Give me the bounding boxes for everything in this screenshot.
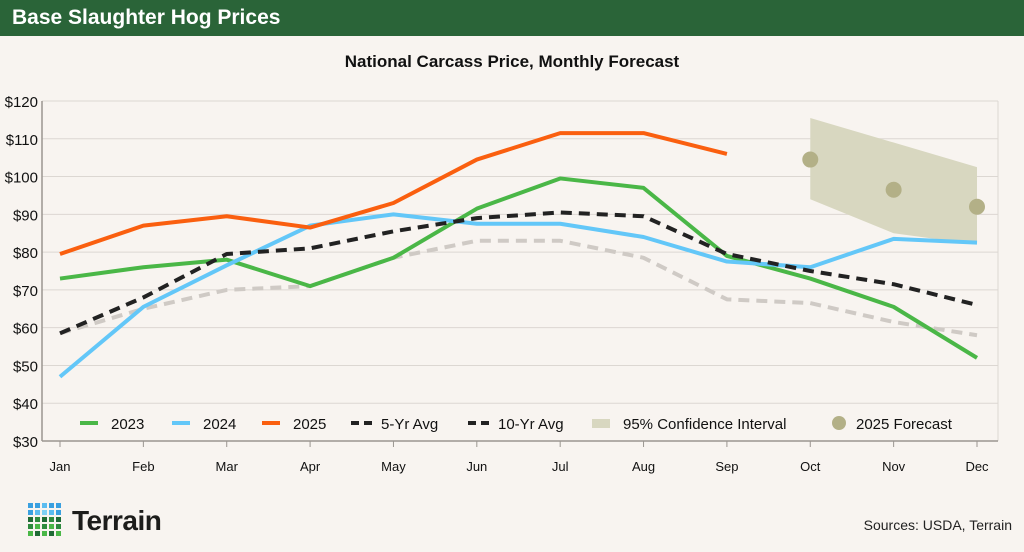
y-tick-label: $100 [5, 170, 38, 187]
x-tick-label: Mar [216, 459, 239, 474]
logo-square [42, 531, 47, 536]
logo-square [42, 517, 47, 522]
logo-square [49, 517, 54, 522]
page-title: Base Slaughter Hog Prices [12, 6, 281, 29]
logo-square [35, 517, 40, 522]
legend-item: 2023 [80, 416, 144, 433]
x-tick-label: Feb [132, 459, 154, 474]
legend-swatch [592, 419, 610, 428]
terrain-logo-icon [28, 503, 61, 536]
series-line-2024 [58, 212, 978, 379]
logo-square [49, 524, 54, 529]
logo-square [28, 524, 33, 529]
logo-square [28, 503, 33, 508]
logo-square [56, 510, 61, 515]
sources-note: Sources: USDA, Terrain [863, 517, 1012, 533]
y-tick-label: $50 [13, 358, 38, 375]
logo-square [42, 510, 47, 515]
x-tick-label: Aug [632, 459, 655, 474]
y-tick-label: $70 [13, 283, 38, 300]
y-tick-label: $40 [13, 396, 38, 413]
y-tick-label: $30 [13, 434, 38, 451]
logo-square [28, 510, 33, 515]
legend-swatch [832, 416, 846, 430]
y-tick-label: $60 [13, 321, 38, 338]
logo-square [35, 510, 40, 515]
logo-text: Terrain [72, 505, 162, 536]
legend-label: 5-Yr Avg [381, 416, 438, 433]
x-tick-label: Jun [466, 459, 487, 474]
logo-square [56, 524, 61, 529]
y-tick-label: $80 [13, 245, 38, 262]
x-tick-label: Dec [965, 459, 989, 474]
logo-square [35, 531, 40, 536]
y-tick-label: $90 [13, 207, 38, 224]
logo-square [49, 510, 54, 515]
legend-item: 2025 Forecast [832, 416, 953, 433]
series-line-10-yr-avg [59, 238, 978, 338]
legend-item: 10-Yr Avg [468, 416, 564, 433]
forecast-point [802, 151, 819, 168]
y-tick-label: $110 [6, 132, 38, 149]
title-bar: Base Slaughter Hog Prices [0, 0, 1024, 36]
legend-item: 95% Confidence Interval [592, 416, 786, 433]
legend-item: 2024 [172, 416, 236, 433]
legend-label: 2025 Forecast [856, 416, 953, 433]
x-tick-label: Jul [552, 459, 569, 474]
legend-item: 5-Yr Avg [351, 416, 438, 433]
x-tick-label: Oct [800, 459, 821, 474]
logo-square [49, 503, 54, 508]
legend-item: 2025 [262, 416, 326, 433]
legend-label: 95% Confidence Interval [623, 416, 786, 433]
x-tick-label: May [381, 459, 406, 474]
x-tick-label: Jan [50, 459, 71, 474]
logo-square [35, 503, 40, 508]
logo-square [49, 531, 54, 536]
y-tick-label: $120 [5, 94, 38, 111]
x-tick-label: Apr [300, 459, 321, 474]
logo-square [28, 517, 33, 522]
logo-square [35, 524, 40, 529]
logo-square [56, 503, 61, 508]
logo-square [56, 531, 61, 536]
x-tick-label: Nov [882, 459, 906, 474]
legend-label: 2023 [111, 416, 144, 433]
x-tick-label: Sep [715, 459, 738, 474]
chart-title: National Carcass Price, Monthly Forecast [344, 52, 680, 71]
legend-label: 2025 [293, 416, 326, 433]
logo-square [28, 531, 33, 536]
series-line-5-yr-avg [59, 210, 978, 336]
confidence-interval-band [810, 118, 977, 245]
logo-square [42, 524, 47, 529]
logo-square [56, 517, 61, 522]
logo-square [42, 503, 47, 508]
forecast-point [885, 181, 902, 198]
legend-label: 2024 [203, 416, 236, 433]
forecast-point [969, 198, 985, 215]
legend-label: 10-Yr Avg [498, 416, 564, 433]
